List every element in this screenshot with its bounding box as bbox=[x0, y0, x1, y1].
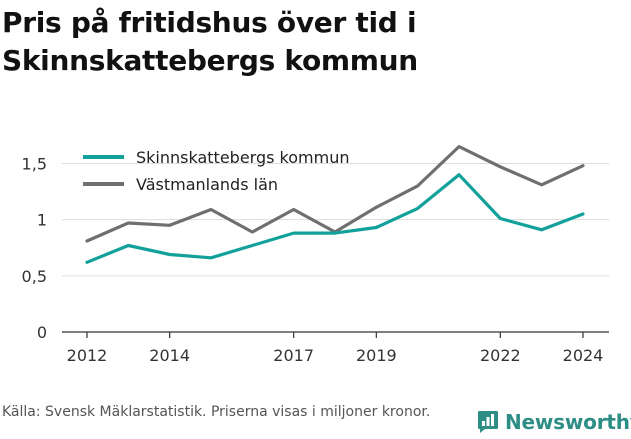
legend-label: Skinnskattebergs kommun bbox=[136, 148, 349, 167]
x-tick-label: 2019 bbox=[356, 346, 397, 365]
x-tick-label: 2017 bbox=[273, 346, 314, 365]
newsworthy-logo-icon bbox=[478, 411, 498, 433]
newsworthy-logo: Newsworthy bbox=[477, 408, 631, 436]
y-tick-label: 0,5 bbox=[22, 267, 47, 286]
chart-title-line-2: Skinnskattebergs kommun bbox=[2, 44, 418, 77]
x-tick-label: 2024 bbox=[563, 346, 604, 365]
line-chart: 0 0,5 1 1,5 2012 2014 2017 2019 2022 2024 Skinnsk… bbox=[22, 145, 609, 365]
y-tick-label: 0 bbox=[37, 323, 47, 342]
series-lines bbox=[85, 145, 585, 264]
source-note: Källa: Svensk Mäklarstatistik. Priserna … bbox=[2, 404, 431, 420]
series-line-skinnskatteberg bbox=[85, 173, 585, 264]
legend-label: Västmanlands län bbox=[136, 175, 278, 194]
x-tick-label: 2014 bbox=[149, 346, 190, 365]
axes: 0 0,5 1 1,5 2012 2014 2017 2019 2022 2024 bbox=[22, 154, 609, 365]
chart-title: Pris på fritidshus över tid i Skinnskatt… bbox=[2, 4, 622, 80]
x-tick-label: 2012 bbox=[67, 346, 108, 365]
grid-lines bbox=[62, 162, 609, 277]
y-tick-label: 1 bbox=[37, 211, 47, 230]
legend: Skinnskattebergs kommun Västmanlands län bbox=[83, 148, 349, 194]
x-tick-label: 2022 bbox=[480, 346, 521, 365]
newsworthy-logo-text: Newsworthy bbox=[505, 410, 631, 434]
y-tick-label: 1,5 bbox=[22, 154, 47, 173]
chart-title-line-1: Pris på fritidshus över tid i bbox=[2, 6, 417, 39]
